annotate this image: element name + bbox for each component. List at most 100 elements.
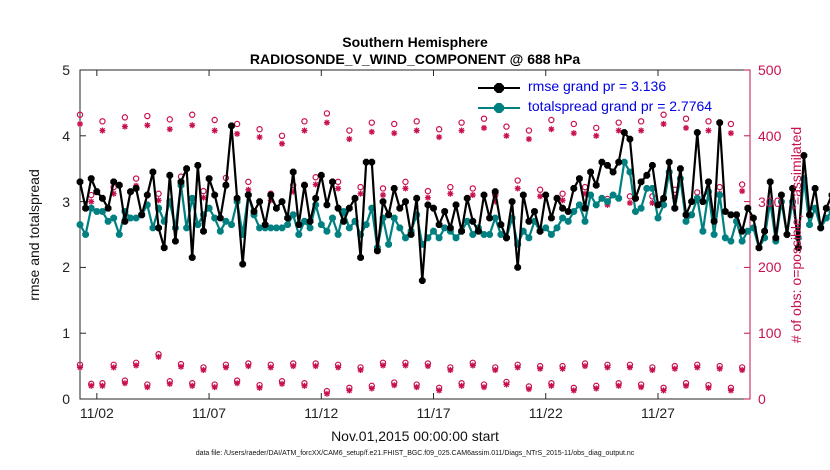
rmse-point — [660, 194, 667, 202]
rmse-point — [374, 247, 381, 255]
asterisk-stroke — [470, 192, 476, 198]
obs_low_assimilated-point — [133, 362, 140, 369]
obs_assimilated-point — [424, 194, 431, 201]
rmse-point — [250, 208, 258, 215]
totalspread-point — [132, 214, 140, 222]
obs_assimilated-point — [335, 185, 342, 192]
rmse-point — [761, 227, 768, 235]
rmse-point — [87, 175, 95, 182]
rmse-point — [132, 185, 140, 192]
asterisk-stroke — [77, 121, 83, 127]
totalspread-point — [323, 227, 331, 235]
obs_possible-point — [413, 118, 420, 125]
totalspread-point — [284, 221, 291, 228]
asterisk-stroke — [425, 194, 431, 201]
x-tick-label: 11/02 — [79, 405, 114, 421]
obs_low_assimilated-point — [705, 384, 712, 391]
rmse-point — [278, 198, 286, 205]
asterisk-stroke — [627, 364, 633, 371]
rmse-point — [637, 178, 645, 186]
asterisk-stroke — [705, 127, 712, 134]
rmse-point — [665, 158, 673, 166]
obs_assimilated-point — [312, 181, 319, 188]
totalspread-point — [626, 168, 634, 176]
totalspread-point — [738, 237, 746, 245]
obs_assimilated-point — [705, 127, 712, 134]
obs_assimilated-point — [458, 127, 465, 134]
obs_low_assimilated-point — [312, 363, 319, 370]
totalspread-point — [110, 214, 118, 222]
obs_possible-point — [548, 116, 555, 124]
asterisk-stroke — [122, 123, 128, 130]
rmse-point — [559, 204, 566, 212]
asterisk-stroke — [88, 383, 94, 389]
obs_assimilated-point — [469, 192, 476, 199]
rmse-point — [362, 158, 370, 166]
totalspread-point — [699, 227, 707, 235]
obs_low_assimilated-point — [368, 385, 375, 392]
rmse-point — [435, 221, 443, 228]
totalspread-point — [452, 234, 460, 242]
obs_possible-point — [391, 120, 398, 128]
totalspread-point — [273, 224, 280, 232]
obs_assimilated-point — [88, 198, 95, 205]
rmse-point — [317, 171, 325, 179]
asterisk-stroke — [728, 130, 734, 136]
rmse-point — [127, 188, 134, 196]
rmse-point — [463, 194, 471, 202]
obs_assimilated-point — [99, 127, 106, 134]
obs_possible-point — [121, 114, 129, 121]
totalspread-point — [497, 231, 505, 238]
asterisk-stroke — [470, 362, 476, 369]
rmse-point — [177, 178, 185, 186]
y-left-tick-label: 2 — [62, 259, 70, 276]
rmse-point — [228, 122, 235, 130]
rmse-point — [194, 162, 202, 169]
asterisk-stroke — [425, 363, 431, 369]
asterisk-stroke — [133, 362, 139, 369]
obs_possible-point — [705, 118, 712, 125]
rmse-point — [323, 201, 331, 209]
rmse-point — [289, 168, 297, 176]
totalspread-point — [581, 217, 589, 225]
asterisk-stroke — [616, 383, 622, 389]
totalspread-point — [390, 214, 398, 222]
totalspread-point — [548, 231, 555, 238]
obs_low_assimilated-point — [514, 364, 521, 371]
asterisk-stroke — [111, 364, 117, 371]
obs_low_assimilated-point — [301, 382, 308, 389]
asterisk-stroke — [683, 125, 689, 131]
rmse-point — [183, 165, 190, 173]
obs_low_assimilated-point — [380, 362, 387, 369]
asterisk-stroke — [694, 364, 700, 371]
totalspread-point — [620, 158, 628, 166]
obs_possible-point — [357, 183, 364, 191]
obs_assimilated-point — [514, 185, 521, 192]
obs_low_assimilated-point — [671, 365, 678, 372]
totalspread-point — [228, 221, 235, 228]
totalspread-point — [345, 224, 353, 232]
totalspread-point — [188, 194, 196, 202]
obs_low_assimilated-point — [77, 364, 83, 371]
rmse-point — [357, 254, 364, 261]
asterisk-stroke — [144, 122, 150, 128]
obs_assimilated-point — [189, 122, 196, 129]
obs_possible-point — [144, 112, 151, 120]
rmse-point — [188, 254, 196, 261]
obs_low_assimilated-point — [582, 363, 589, 370]
asterisk-stroke — [245, 187, 252, 193]
asterisk-stroke — [660, 387, 667, 394]
obs_possible-point — [402, 178, 409, 186]
rmse-point — [418, 277, 426, 284]
rmse-point — [413, 194, 421, 202]
asterisk-stroke — [492, 367, 498, 373]
asterisk-stroke — [481, 384, 487, 390]
rmse-point — [587, 168, 594, 176]
obs_possible-point — [570, 120, 578, 128]
obs_low_assimilated-point — [234, 380, 241, 387]
asterisk-stroke — [548, 383, 555, 389]
obs_possible-point — [233, 120, 241, 128]
rmse-point — [643, 171, 651, 179]
totalspread-point — [216, 227, 224, 235]
